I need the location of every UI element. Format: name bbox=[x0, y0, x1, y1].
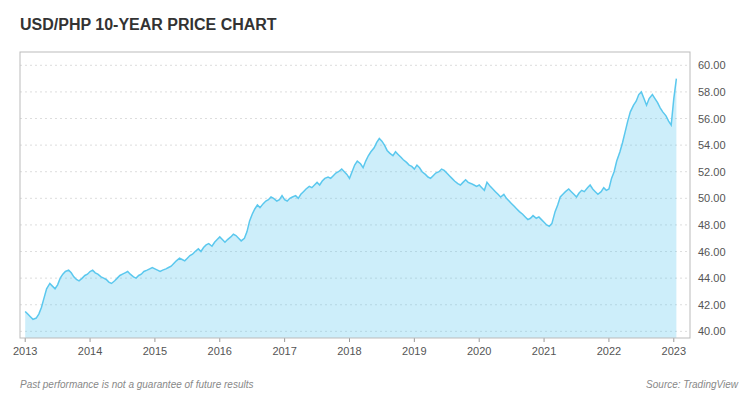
x-tick bbox=[90, 338, 91, 342]
chart: USD/PHP 10-YEAR PRICE CHART 40.00 42.00 44.… bbox=[0, 0, 750, 398]
x-tick-label: 2023 bbox=[662, 345, 686, 357]
grid-line bbox=[20, 145, 690, 146]
grid-line bbox=[20, 118, 690, 119]
x-tick bbox=[154, 338, 155, 342]
area bbox=[25, 79, 676, 338]
y-tick-label: 46.00 bbox=[698, 246, 726, 258]
x-tick bbox=[219, 338, 220, 342]
title: USD/PHP 10-YEAR PRICE CHART bbox=[20, 16, 277, 33]
y-tick-label: 54.00 bbox=[698, 139, 726, 151]
y-tick-label: 60.00 bbox=[698, 59, 726, 71]
line bbox=[25, 79, 676, 320]
plot-area bbox=[25, 79, 676, 338]
x-tick bbox=[544, 338, 545, 342]
x-tick bbox=[25, 338, 26, 342]
x-tick-label: 2013 bbox=[13, 345, 37, 357]
x-tick bbox=[414, 338, 415, 342]
x-tick-label: 2021 bbox=[532, 345, 556, 357]
y-tick-label: 58.00 bbox=[698, 86, 726, 98]
x-tick bbox=[608, 338, 609, 342]
grid-line bbox=[20, 91, 690, 92]
footer-note: Past performance is not a guarantee of f… bbox=[20, 379, 253, 390]
x-tick bbox=[673, 338, 674, 342]
x-tick bbox=[349, 338, 350, 342]
y-tick-label: 40.00 bbox=[698, 325, 726, 337]
y-tick-label: 50.00 bbox=[698, 192, 726, 204]
x-tick-label: 2016 bbox=[208, 345, 232, 357]
plot-frame bbox=[20, 52, 690, 338]
y-tick-label: 52.00 bbox=[698, 166, 726, 178]
y-tick-label: 56.00 bbox=[698, 113, 726, 125]
x-tick-label: 2019 bbox=[402, 345, 426, 357]
footer-source: Source: TradingView bbox=[646, 379, 739, 390]
x-tick-label: 2020 bbox=[467, 345, 491, 357]
x-tick-label: 2014 bbox=[78, 345, 102, 357]
x-tick-label: 2017 bbox=[272, 345, 296, 357]
y-tick-label: 42.00 bbox=[698, 299, 726, 311]
x-tick-label: 2022 bbox=[597, 345, 621, 357]
x-tick bbox=[284, 338, 285, 342]
grid-line bbox=[20, 65, 690, 66]
y-tick-label: 48.00 bbox=[698, 219, 726, 231]
x-tick-label: 2015 bbox=[143, 345, 167, 357]
x-tick bbox=[479, 338, 480, 342]
x-tick-label: 2018 bbox=[337, 345, 361, 357]
y-tick-label: 44.00 bbox=[698, 272, 726, 284]
